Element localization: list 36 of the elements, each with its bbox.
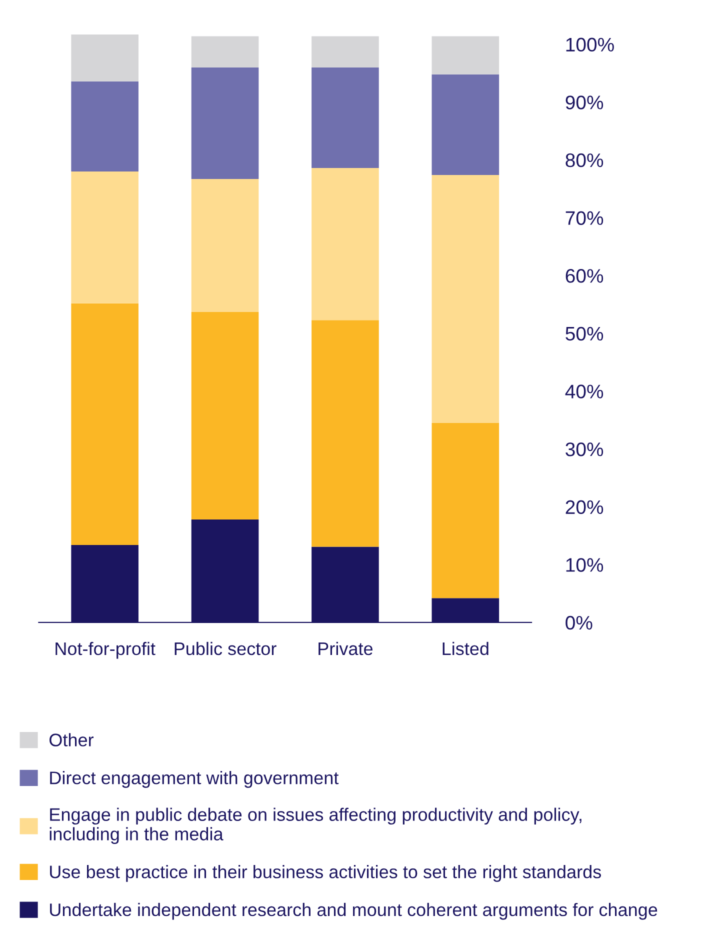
bar <box>71 81 138 172</box>
bar <box>312 36 379 68</box>
bar <box>312 320 379 547</box>
legend-label: Other <box>50 733 94 746</box>
legend-label: Use best practice in their business activities to set the right standards <box>50 865 601 882</box>
x-tick-label: Private <box>318 642 373 656</box>
y-tick-label: 40% <box>565 384 604 398</box>
y-tick-label: 70% <box>566 211 604 225</box>
bar <box>71 303 138 545</box>
x-tick-label: Not-for-profit <box>56 642 156 659</box>
bar <box>71 172 138 304</box>
x-tick-label: Listed <box>442 642 488 656</box>
bar <box>191 179 259 312</box>
y-tick-label: 30% <box>566 442 604 456</box>
y-tick-label: 80% <box>566 153 604 168</box>
y-tick-label: 100% <box>566 38 614 52</box>
legend-label: Direct engagement with government <box>50 771 339 788</box>
y-tick-label: 90% <box>566 96 604 110</box>
bar <box>312 67 379 168</box>
legend-label: Undertake independent research and mount coherent arguments for change <box>50 902 658 920</box>
bar <box>432 36 500 74</box>
bar <box>432 174 500 423</box>
bar <box>432 422 500 598</box>
bar <box>191 312 259 520</box>
x-tick-label: Public sector <box>174 642 276 656</box>
y-tick-label: 20% <box>566 500 604 514</box>
bar <box>191 67 259 180</box>
bar <box>432 74 500 175</box>
y-tick-label: 50% <box>566 326 604 341</box>
y-tick-label: 10% <box>566 558 604 572</box>
bar <box>71 34 138 82</box>
y-tick-label: 60% <box>566 269 604 283</box>
bar <box>312 168 379 320</box>
legend-label: Engage in public debate on issues affecting productivity and policy, including in the media <box>50 808 582 844</box>
y-tick-label: 0% <box>566 616 592 630</box>
bar <box>191 36 259 68</box>
